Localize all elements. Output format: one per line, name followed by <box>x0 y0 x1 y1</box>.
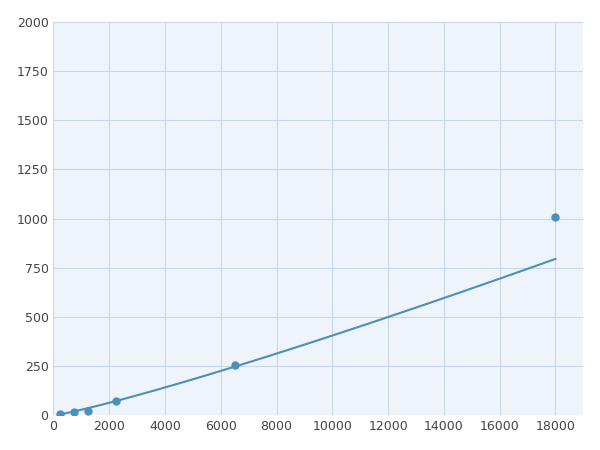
Point <box>551 213 560 220</box>
Point <box>70 409 79 416</box>
Point <box>112 397 121 404</box>
Point <box>230 362 239 369</box>
Point <box>56 410 65 417</box>
Point <box>83 408 93 415</box>
